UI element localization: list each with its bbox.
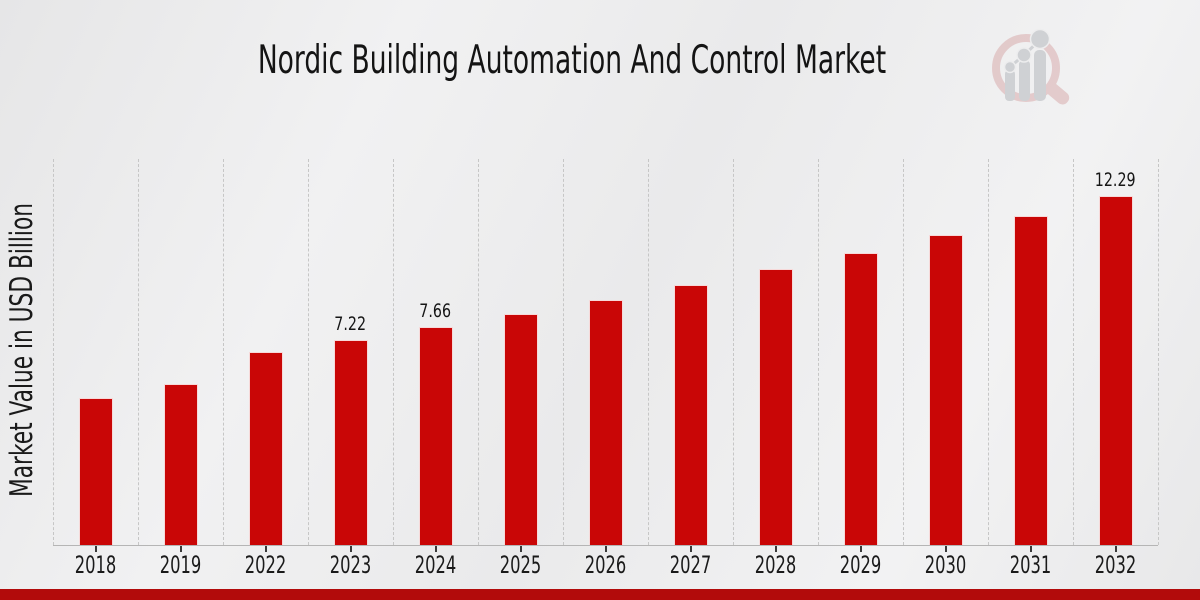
x-tick-label-text: 2026 [584,551,627,579]
bar-2031 [1013,216,1048,545]
x-axis-tick [519,546,522,552]
x-tick-label-text: 2031 [1009,551,1052,579]
gridline [1158,159,1159,545]
x-tick-label-text: 2024 [414,551,457,579]
gridline [138,159,139,545]
y-axis-label: Market Value in USD Billion [4,203,40,497]
bar-2030 [928,234,963,545]
bar-2025 [503,314,538,545]
bar-value-label: 7.66 [386,300,486,322]
bar-value-label-text: 7.66 [419,300,452,323]
x-axis-tick [1029,546,1032,552]
x-axis-tick [774,546,777,552]
plot-area: 2018 2019 2022 2023 7.22 2024 7.66 2025 2026 2027… [53,159,1159,579]
x-axis-tick [604,546,607,552]
x-tick-label-text: 2022 [244,551,287,579]
gridline [223,159,224,545]
gridline [903,159,904,545]
bar-value-label: 7.22 [301,313,401,335]
magnifier-bar-chart-logo-icon [992,28,1070,105]
bar-value-label-text: 7.22 [334,312,367,335]
x-tick-label-text: 2032 [1094,551,1137,579]
bar-2028 [758,269,793,545]
x-tick-label: 2031 [986,551,1076,579]
x-tick-label-text: 2030 [924,551,967,579]
x-tick-label-text: 2028 [754,551,797,579]
x-tick-label-text: 2019 [159,551,202,579]
x-tick-label: 2023 [306,551,396,579]
gridline [478,159,479,545]
bar-2019 [163,384,198,545]
x-tick-label-text: 2027 [669,551,712,579]
x-tick-label: 2029 [816,551,906,579]
x-tick-label: 2019 [136,551,226,579]
x-tick-label-text: 2023 [329,551,372,579]
gridline [563,159,564,545]
gridline [988,159,989,545]
x-axis-tick [179,546,182,552]
x-tick-label: 2025 [476,551,566,579]
x-axis-tick [434,546,437,552]
gridline [818,159,819,545]
x-tick-label: 2026 [561,551,651,579]
x-axis-tick [689,546,692,552]
bar-2022 [248,351,283,545]
x-axis-tick [1114,546,1117,552]
bar-2032 [1098,195,1133,545]
x-axis-tick [349,546,352,552]
bar-2023 [333,339,368,545]
x-tick-label: 2024 [391,551,481,579]
footer-accent-bar [0,589,1200,600]
x-axis-tick [94,546,97,552]
x-tick-label: 2030 [901,551,991,579]
bar-2026 [588,300,623,545]
x-axis-tick [944,546,947,552]
bar-2024 [418,327,453,545]
gridline [648,159,649,545]
bar-2029 [843,252,878,545]
x-tick-label: 2022 [221,551,311,579]
x-axis-tick [859,546,862,552]
x-axis-line [53,545,1158,546]
x-tick-label: 2018 [51,551,141,579]
x-tick-label-text: 2029 [839,551,882,579]
bar-2018 [78,398,113,545]
gridline [393,159,394,545]
bar-value-label-text: 12.29 [1095,168,1136,191]
x-axis-tick [264,546,267,552]
gridline [733,159,734,545]
x-tick-label: 2032 [1071,551,1161,579]
bar-2027 [673,285,708,545]
x-tick-label: 2028 [731,551,821,579]
bar-value-label: 12.29 [1066,169,1166,191]
chart-title-text: Nordic Building Automation And Control M… [257,38,886,83]
x-tick-label-text: 2018 [74,551,117,579]
x-tick-label: 2027 [646,551,736,579]
gridline [1073,159,1074,545]
x-tick-label-text: 2025 [499,551,542,579]
gridline [308,159,309,545]
page-title: Nordic Building Automation And Control M… [0,38,1143,83]
gridline [53,159,54,545]
